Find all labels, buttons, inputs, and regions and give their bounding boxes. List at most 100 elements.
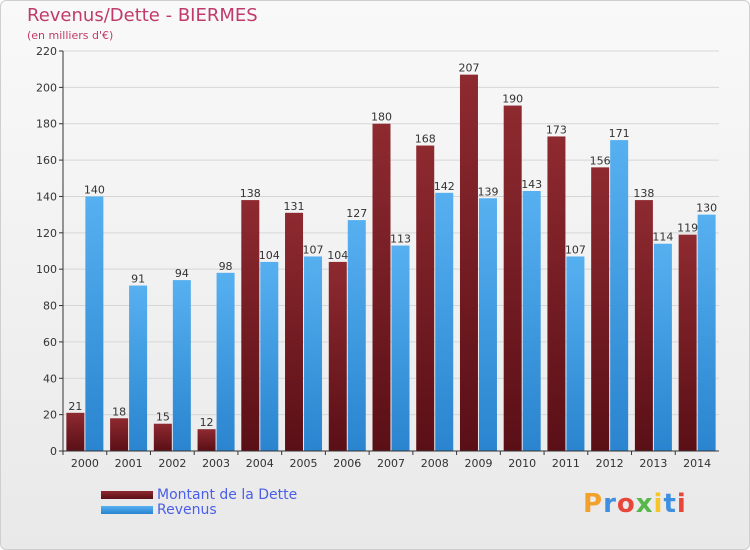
data-label-revenus: 113: [390, 233, 411, 246]
x-tick-label: 2006: [333, 457, 361, 470]
legend-label-revenus: Revenus: [157, 501, 217, 518]
x-tick-label: 2007: [377, 457, 405, 470]
bar-revenus: [216, 272, 235, 451]
data-label-dette: 207: [458, 62, 479, 75]
data-label-dette: 21: [68, 400, 82, 413]
bar-revenus: [85, 196, 104, 451]
bar-revenus: [435, 192, 454, 451]
data-label-dette: 156: [590, 154, 611, 167]
logo-letter: P: [583, 489, 604, 519]
bar-dette: [503, 105, 522, 451]
x-tick-label: 2009: [464, 457, 492, 470]
bar-dette: [416, 145, 435, 451]
legend-item-revenus: Revenus: [101, 501, 297, 518]
x-tick-label: 2000: [71, 457, 99, 470]
bar-dette: [547, 136, 566, 452]
proxiti-logo: Proxiti: [583, 489, 687, 519]
legend-swatch-revenus: [101, 505, 153, 514]
logo-letter: t: [663, 489, 677, 519]
x-tick-label: 2013: [639, 457, 667, 470]
data-label-dette: 15: [156, 411, 170, 424]
y-tick-label: 120: [36, 227, 57, 240]
x-tick-label: 2002: [158, 457, 186, 470]
data-label-revenus: 91: [131, 273, 145, 286]
y-tick-label: 80: [43, 300, 57, 313]
bar-dette: [372, 123, 391, 452]
data-label-dette: 119: [677, 222, 698, 235]
legend-item-dette: Montant de la Dette: [101, 486, 298, 503]
bar-revenus: [697, 214, 716, 451]
data-label-revenus: 130: [696, 202, 717, 215]
data-label-dette: 168: [415, 133, 436, 146]
y-tick-label: 220: [36, 45, 57, 58]
data-label-dette: 104: [327, 249, 348, 262]
y-tick-label: 0: [50, 445, 57, 458]
bar-revenus: [478, 198, 497, 451]
bar-revenus: [172, 280, 191, 451]
bar-dette: [66, 412, 85, 451]
data-label-revenus: 140: [84, 183, 105, 196]
y-tick-label: 20: [43, 409, 57, 422]
data-label-dette: 18: [112, 405, 126, 418]
y-tick-label: 100: [36, 263, 57, 276]
bar-revenus: [391, 245, 410, 451]
bar-dette: [678, 234, 697, 451]
bar-revenus: [129, 285, 148, 451]
bar-revenus: [610, 140, 629, 451]
bar-revenus: [260, 261, 279, 451]
data-label-revenus: 107: [565, 243, 586, 256]
bar-dette: [459, 74, 478, 452]
bar-dette: [153, 423, 172, 451]
x-tick-label: 2004: [246, 457, 274, 470]
bar-revenus: [522, 191, 541, 451]
bar-revenus: [304, 256, 323, 451]
data-label-revenus: 114: [652, 231, 673, 244]
data-label-dette: 190: [502, 93, 523, 106]
logo-letter: o: [616, 489, 636, 519]
data-label-revenus: 104: [259, 249, 280, 262]
bar-dette: [591, 167, 610, 451]
y-tick-label: 180: [36, 118, 57, 131]
bar-revenus: [653, 243, 672, 451]
y-tick-label: 40: [43, 372, 57, 385]
data-label-revenus: 127: [346, 207, 367, 220]
data-label-dette: 173: [546, 123, 567, 136]
x-tick-label: 2011: [552, 457, 580, 470]
x-tick-label: 2014: [683, 457, 711, 470]
data-label-revenus: 142: [434, 180, 455, 193]
chart-subtitle: (en milliers d'€): [27, 29, 114, 42]
x-tick-label: 2003: [202, 457, 230, 470]
data-label-revenus: 94: [175, 267, 189, 280]
y-tick-label: 160: [36, 154, 57, 167]
legend-swatch-dette: [101, 490, 153, 499]
bar-dette: [328, 261, 347, 451]
x-tick-label: 2012: [596, 457, 624, 470]
bar-dette: [110, 418, 129, 451]
bar-revenus: [347, 220, 366, 451]
y-tick-label: 200: [36, 81, 57, 94]
logo-letter: r: [603, 489, 617, 519]
x-tick-label: 2001: [115, 457, 143, 470]
logo-letter: x: [635, 489, 654, 519]
data-label-dette: 138: [240, 187, 261, 200]
legend-label-dette: Montant de la Dette: [157, 486, 298, 503]
logo-letter: i: [676, 489, 687, 519]
data-label-dette: 180: [371, 111, 392, 124]
y-tick-label: 140: [36, 190, 57, 203]
bar-dette: [197, 429, 216, 451]
x-tick-label: 2008: [421, 457, 449, 470]
bar-dette: [634, 200, 653, 451]
x-tick-label: 2005: [290, 457, 318, 470]
data-label-dette: 12: [200, 416, 214, 429]
data-label-dette: 138: [633, 187, 654, 200]
data-label-dette: 131: [284, 200, 305, 213]
data-label-revenus: 171: [609, 127, 630, 140]
bar-revenus: [566, 256, 585, 451]
logo-letter: i: [653, 489, 664, 519]
data-label-revenus: 98: [219, 260, 233, 273]
data-label-revenus: 107: [303, 243, 324, 256]
y-tick-label: 60: [43, 336, 57, 349]
data-label-revenus: 143: [521, 178, 542, 191]
